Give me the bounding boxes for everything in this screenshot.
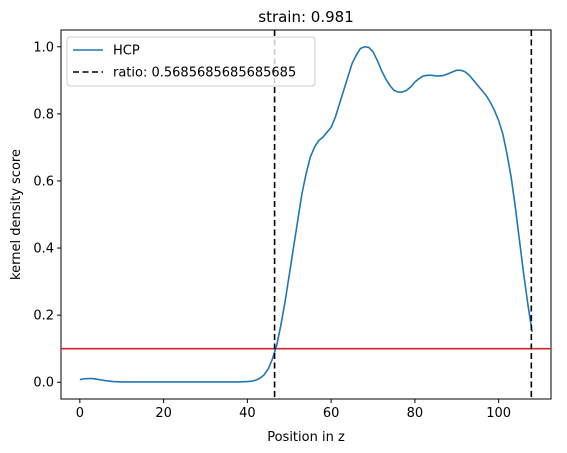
x-tick-label: 20: [155, 406, 172, 421]
y-tick-label: 0.8: [33, 107, 54, 122]
y-tick-label: 0.6: [33, 174, 54, 189]
legend-label-ratio: ratio: 0.5685685685685685: [113, 66, 296, 81]
legend: HCP ratio: 0.5685685685685685: [66, 36, 316, 87]
series-line-hcp: [79, 45, 533, 383]
data-lines: [61, 30, 551, 399]
y-tick-label: 0.2: [33, 309, 54, 324]
plot-area: [60, 29, 552, 400]
y-tick-label: 0.0: [33, 376, 54, 391]
chart-title: strain: 0.981: [258, 8, 354, 26]
x-axis-label: Position in z: [267, 430, 345, 445]
x-tick-label: 40: [239, 406, 256, 421]
y-tick-label: 1.0: [33, 40, 54, 55]
legend-box: [66, 36, 316, 87]
x-tick-label: 100: [486, 406, 511, 421]
y-tick-label: 0.4: [33, 242, 54, 257]
x-tick-label: 0: [76, 406, 84, 421]
x-tick-label: 80: [407, 406, 424, 421]
x-tick-label: 60: [323, 406, 340, 421]
legend-label-hcp: HCP: [113, 44, 140, 59]
axis-ticks: 0 20 40 60 80 100 0.0 0.2 0.4 0.6 0.8 1.0: [33, 40, 511, 421]
y-axis-label: kernel density score: [9, 149, 24, 280]
